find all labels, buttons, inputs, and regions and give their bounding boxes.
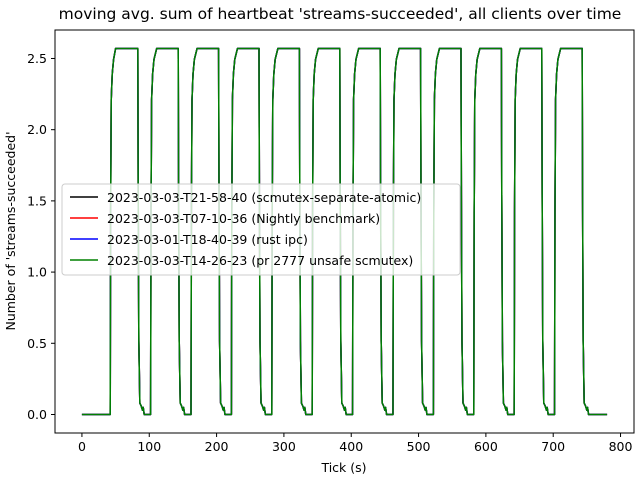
y-tick-label: 0.0 — [27, 407, 47, 422]
plot-lines — [81, 47, 608, 416]
legend-entry-series-4: 2023-03-03-T14-26-23 (pr 2777 unsafe scm… — [107, 253, 413, 268]
y-axis-label: Number of 'streams-succeeded' — [3, 131, 18, 330]
x-axis-label: Tick (s) — [320, 460, 366, 475]
x-tick-label: 800 — [609, 439, 633, 454]
x-tick-label: 700 — [541, 439, 565, 454]
x-tick-label: 100 — [137, 439, 161, 454]
x-axis: 0 100 200 300 400 500 600 700 800 — [78, 433, 633, 454]
x-tick-label: 400 — [339, 439, 363, 454]
x-tick-label: 300 — [272, 439, 296, 454]
plot-frame — [54, 29, 635, 434]
x-tick-label: 600 — [474, 439, 498, 454]
y-axis: 0.0 0.5 1.0 1.5 2.0 2.5 — [27, 51, 55, 422]
y-tick-label: 0.5 — [27, 336, 47, 351]
x-tick-label: 200 — [205, 439, 229, 454]
series-line-4 — [81, 47, 608, 416]
legend-entry-series-3: 2023-03-01-T18-40-39 (rust ipc) — [107, 232, 308, 247]
y-tick-label: 1.0 — [27, 265, 47, 280]
legend-entry-series-1: 2023-03-03-T21-58-40 (scmutex-separate-a… — [107, 190, 421, 205]
y-tick-label: 2.0 — [27, 122, 47, 137]
legend-entry-series-2: 2023-03-03-T07-10-36 (Nightly benchmark) — [107, 211, 380, 226]
chart-title: moving avg. sum of heartbeat 'streams-su… — [59, 5, 622, 23]
legend-box — [61, 183, 461, 276]
legend: 2023-03-03-T21-58-40 (scmutex-separate-a… — [61, 183, 461, 276]
x-tick-label: 500 — [407, 439, 431, 454]
y-tick-label: 1.5 — [27, 193, 47, 208]
y-tick-label: 2.5 — [27, 51, 47, 66]
x-tick-label: 0 — [78, 439, 86, 454]
